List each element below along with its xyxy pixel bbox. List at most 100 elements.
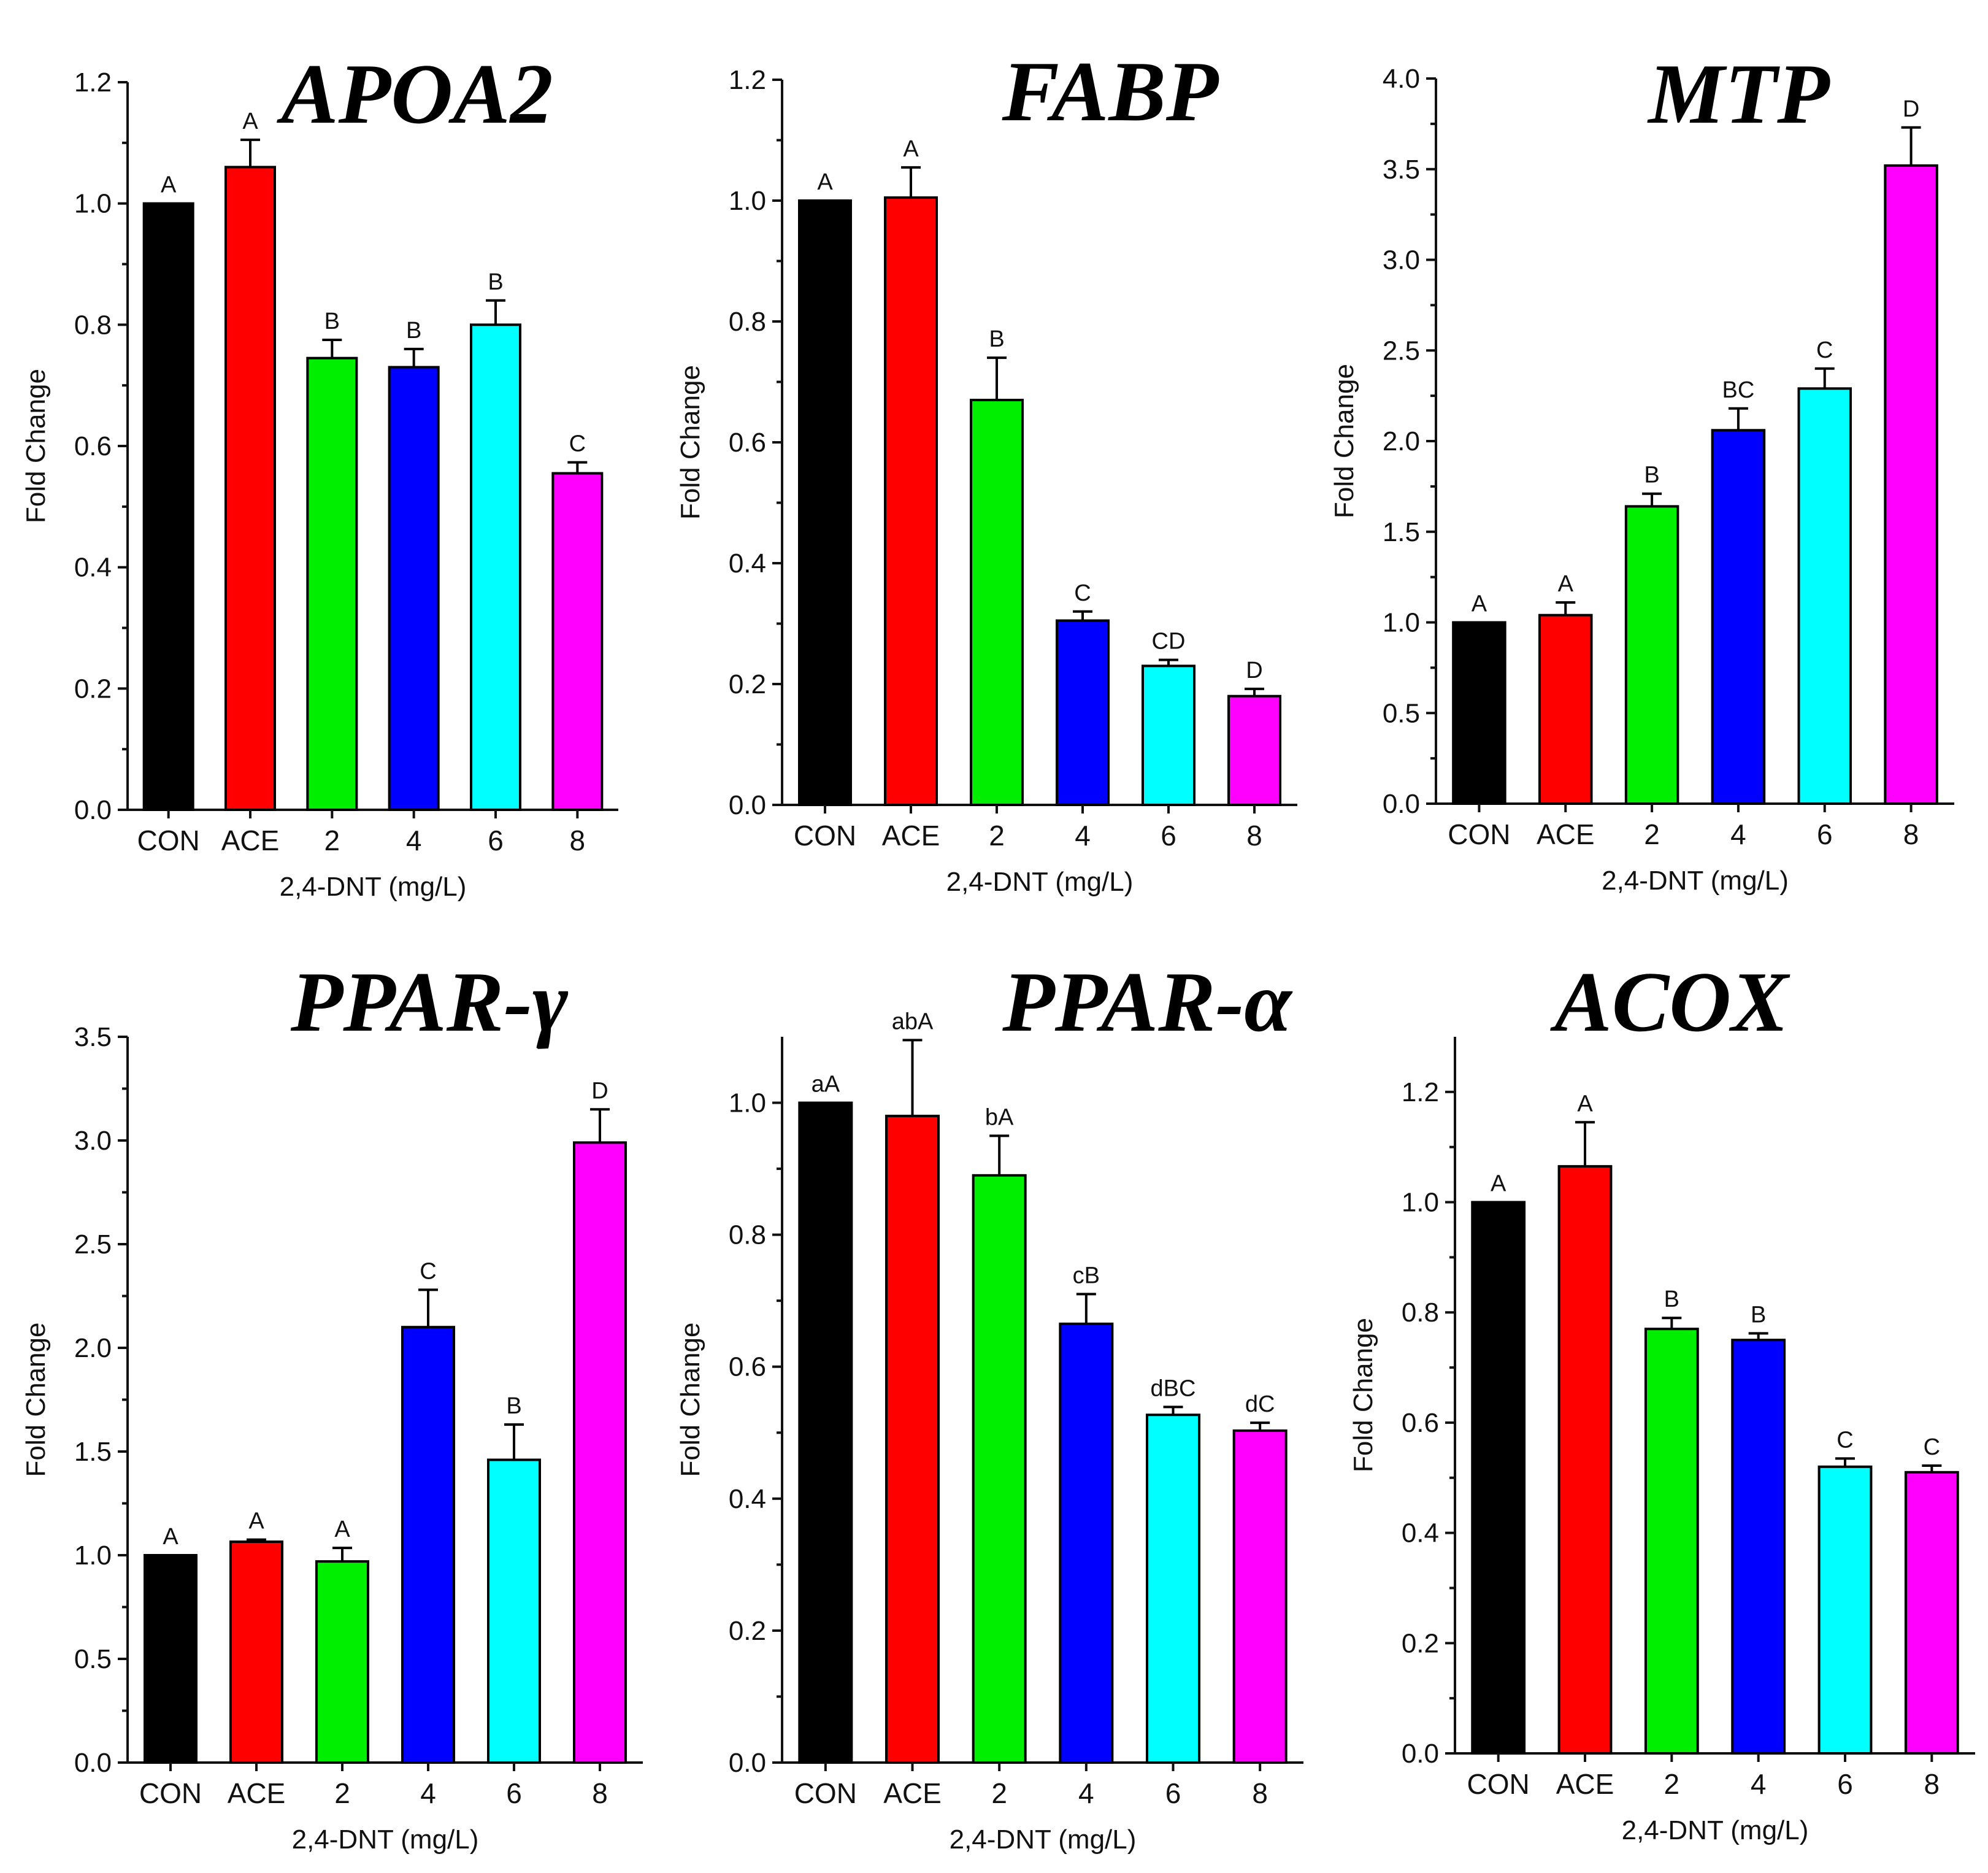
chart-title: FABP [1002,44,1219,139]
x-tick-label: 6 [1837,1768,1853,1800]
bar-ACE [1557,1165,1613,1755]
bar-ACE [885,1115,940,1764]
bar-ACE [225,166,276,811]
bar-2 [1644,1328,1699,1755]
bar-8 [551,472,604,811]
chart-panel-3: MTP 0.0 0.5 1.0 1.5 2.0 2.5 3.0 3.5 4.0 Fold Chang… [1329,47,1954,896]
y-tick-label: 0.2 [74,674,112,704]
bar-2 [970,399,1024,806]
y-tick-label: 1.2 [729,65,766,95]
x-axis-title: 2,4-DNT (mg/L) [280,872,467,902]
x-tick-label: CON [139,1777,202,1809]
y-tick-label: 0.0 [729,790,766,820]
chart-panel-4: PPAR-γ 0.0 0.5 1.0 1.5 2.0 2.5 3.0 3.5 Fold Chang… [21,955,643,1855]
y-tick-label: 3.5 [1383,155,1420,185]
x-axis-title: 2,4-DNT (mg/L) [950,1825,1137,1855]
significance-label: cB [1073,1263,1100,1288]
bar-2 [972,1174,1027,1764]
chart-title: APOA2 [276,47,553,142]
bar-4 [1711,429,1766,805]
x-axis-title: 2,4-DNT (mg/L) [946,867,1134,897]
x-tick-label: ACE [883,1777,942,1809]
y-tick-label: 0.0 [729,1748,766,1778]
significance-label: aA [812,1072,840,1098]
significance-label: B [1644,463,1659,488]
y-tick-label: 0.6 [729,428,766,458]
y-tick-label: 1.0 [74,189,112,219]
significance-label: A [161,172,177,198]
bar-CON [1452,621,1506,805]
y-tick-label: 1.0 [729,186,766,216]
x-tick-label: ACE [228,1777,286,1809]
y-tick-label: 0.8 [729,1220,766,1250]
y-axis-title: Fold Change [675,365,705,520]
y-tick-label: 0.2 [729,1616,766,1646]
bar-8 [1904,1471,1959,1755]
x-tick-label: 2 [1664,1768,1680,1800]
x-tick-label: 6 [1161,820,1176,852]
bar-2 [306,356,358,811]
y-tick-label: 0.0 [74,795,112,825]
significance-label: dBC [1151,1375,1196,1401]
significance-label: A [248,1509,264,1534]
x-tick-label: ACE [1537,818,1595,850]
bar-6 [487,1458,541,1764]
significance-label: B [989,326,1004,352]
x-tick-label: 4 [1078,1777,1094,1809]
bar-8 [573,1141,627,1764]
bar-2 [315,1560,369,1764]
y-tick-label: 3.0 [74,1126,112,1156]
bar-CON [1471,1201,1526,1755]
significance-label: C [1816,337,1833,363]
bar-CON [798,1101,853,1764]
x-tick-label: 8 [1903,818,1919,850]
y-tick-label: 0.4 [1402,1518,1439,1548]
y-tick-label: 0.5 [1383,698,1420,728]
y-axis-title: Fold Change [675,1323,705,1477]
y-axis-title: Fold Change [1348,1318,1378,1472]
bar-6 [1797,387,1852,805]
significance-label: B [488,269,503,295]
significance-label: C [569,431,586,457]
chart-panel-1: APOA2 0.0 0.2 0.4 0.6 0.8 1.0 1.2 Fold Change A CO… [21,47,618,902]
x-tick-label: 4 [420,1777,436,1809]
x-tick-label: 8 [1924,1768,1940,1800]
bar-ACE [884,196,938,806]
x-axis-title: 2,4-DNT (mg/L) [292,1825,479,1855]
bar-4 [1059,1322,1114,1764]
x-tick-label: 4 [1730,818,1746,850]
x-tick-label: ACE [882,820,940,852]
chart-title: PPAR-α [1002,955,1293,1050]
y-tick-label: 2.0 [1383,426,1420,456]
x-tick-label: 4 [1751,1768,1767,1800]
significance-label: A [1558,571,1574,597]
bar-6 [470,323,521,811]
y-tick-label: 0.0 [1402,1739,1439,1769]
significance-label: C [420,1258,436,1284]
x-tick-label: 6 [1817,818,1833,850]
y-tick-label: 0.4 [729,548,766,579]
significance-label: bA [985,1104,1014,1130]
y-tick-label: 3.0 [1383,245,1420,275]
x-tick-label: 4 [1075,820,1091,852]
y-axis-title: Fold Change [1329,364,1359,518]
x-tick-label: CON [794,1777,857,1809]
x-tick-label: ACE [1556,1768,1614,1800]
bar-8 [1227,694,1281,806]
bar-ACE [229,1540,283,1764]
x-tick-label: 8 [1252,1777,1268,1809]
significance-label: A [334,1517,350,1542]
y-tick-label: 0.6 [1402,1408,1439,1438]
bar-CON [798,199,852,806]
significance-label: A [903,136,919,162]
chart-panel-6: ACOX 0.0 0.2 0.4 0.6 0.8 1.0 1.2 Fold Change A CON… [1348,955,1975,1845]
x-tick-label: CON [1448,818,1510,850]
significance-label: B [1664,1286,1679,1312]
significance-label: dC [1245,1391,1275,1417]
significance-label: B [506,1393,521,1419]
significance-label: A [1472,591,1487,617]
x-tick-label: ACE [221,825,280,856]
significance-label: B [406,318,421,344]
chart-title: ACOX [1549,955,1790,1050]
